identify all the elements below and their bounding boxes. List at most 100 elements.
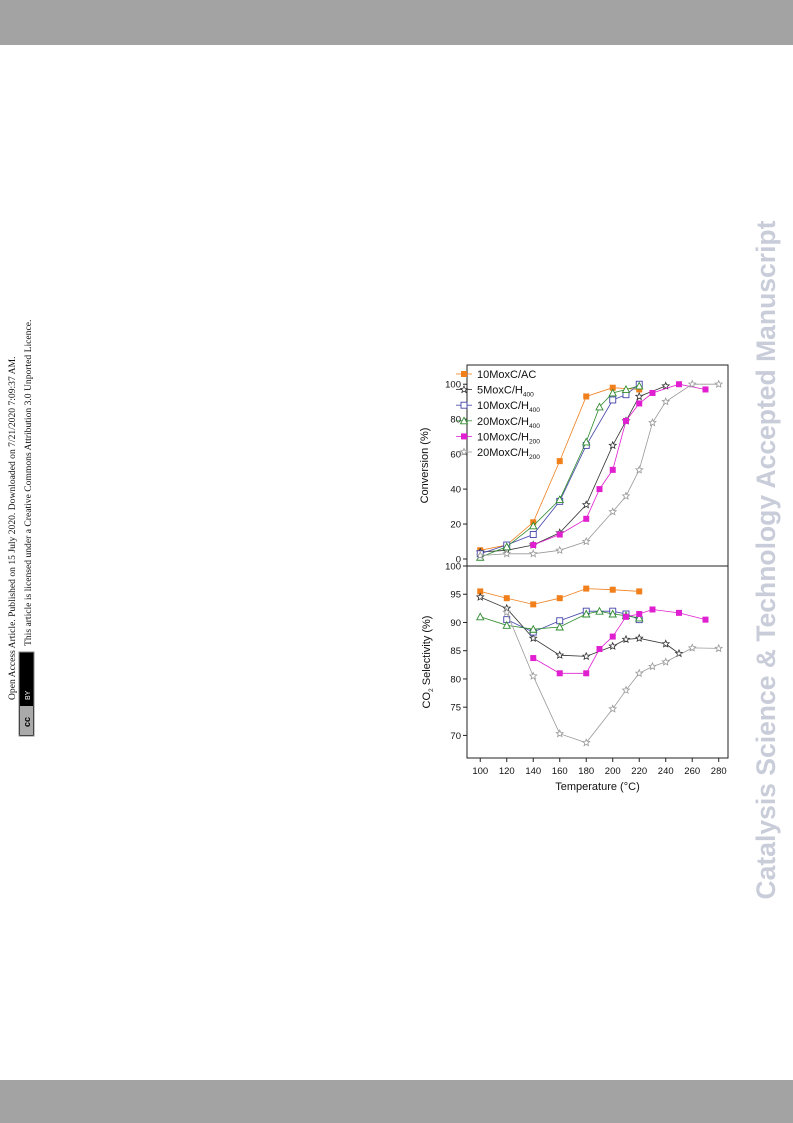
- marker: [622, 417, 629, 424]
- marker: [460, 401, 468, 409]
- marker: [675, 381, 682, 388]
- marker: [528, 549, 538, 558]
- marker: [556, 670, 563, 677]
- x-tick-label: 180: [578, 766, 594, 777]
- marker: [555, 545, 565, 555]
- marker: [714, 643, 724, 653]
- marker: [528, 671, 538, 680]
- x-tick-label: 260: [684, 766, 700, 777]
- legend-label: 10MoxC/AC: [477, 369, 536, 381]
- legend-label: 10MoxC/H200: [477, 431, 540, 445]
- marker: [502, 620, 511, 629]
- badge-by: BY: [25, 690, 32, 700]
- legend-label: 5MoxC/H400: [477, 385, 534, 399]
- marker: [608, 641, 618, 650]
- bottom-bar: [0, 1080, 793, 1123]
- marker: [581, 437, 591, 446]
- series-line: [506, 610, 640, 633]
- marker: [581, 609, 591, 618]
- x-tick-label: 140: [525, 766, 541, 777]
- marker: [477, 588, 484, 595]
- marker: [702, 616, 709, 623]
- marker: [608, 609, 617, 618]
- marker: [687, 643, 697, 652]
- legend-label: 10MoxC/H400: [477, 400, 540, 414]
- marker: [461, 433, 467, 440]
- marker: [530, 655, 537, 662]
- top-bar: [0, 0, 793, 45]
- y-tick-label: 100: [445, 380, 461, 391]
- watermark: Catalysis Science & Technology Accepted …: [751, 220, 781, 899]
- marker: [714, 379, 724, 388]
- marker: [609, 384, 616, 391]
- y-tick-label: 40: [450, 485, 461, 496]
- x-tick-label: 120: [499, 766, 515, 777]
- marker: [528, 624, 538, 633]
- marker: [608, 440, 618, 450]
- marker: [556, 531, 563, 538]
- marker: [661, 639, 671, 648]
- y-tick-label: 60: [450, 450, 461, 461]
- marker: [621, 491, 631, 500]
- marker: [674, 648, 684, 658]
- series-line: [480, 383, 719, 556]
- series-line: [533, 609, 706, 674]
- marker: [459, 447, 469, 456]
- marker: [581, 651, 591, 661]
- marker: [621, 685, 631, 694]
- y-axis-label: CO2 Selectivity (%): [421, 616, 435, 709]
- marker: [648, 418, 657, 427]
- marker: [459, 416, 469, 425]
- marker: [621, 634, 631, 644]
- marker: [636, 588, 643, 595]
- marker: [609, 466, 616, 473]
- series-line: [506, 612, 719, 744]
- marker: [634, 391, 644, 401]
- marker: [661, 397, 671, 406]
- marker: [555, 729, 565, 738]
- marker: [608, 704, 618, 713]
- marker: [530, 542, 537, 549]
- plot-frame: [466, 565, 729, 759]
- marker: [621, 385, 631, 393]
- marker: [583, 515, 590, 522]
- marker: [661, 657, 671, 666]
- y-tick-label: 85: [450, 646, 461, 657]
- marker: [636, 386, 643, 393]
- marker: [583, 393, 590, 400]
- marker: [634, 633, 644, 643]
- marker: [595, 402, 604, 411]
- series-line: [480, 596, 680, 657]
- marker: [661, 381, 671, 390]
- marker: [583, 670, 590, 677]
- x-tick-label: 280: [711, 766, 727, 777]
- access-note: Open Access Article. Published on 15 Jul…: [7, 357, 18, 701]
- marker: [529, 531, 537, 538]
- y-axis-label: Conversion (%): [419, 428, 431, 504]
- badge-cc-area: [20, 706, 33, 735]
- marker: [596, 486, 603, 493]
- series-line: [533, 383, 706, 546]
- marker: [555, 495, 564, 504]
- marker: [636, 400, 643, 407]
- x-tick-label: 220: [631, 766, 647, 777]
- marker: [528, 633, 538, 643]
- marker: [461, 371, 467, 377]
- y-tick-label: 20: [450, 520, 461, 531]
- marker: [702, 386, 709, 393]
- marker: [556, 458, 563, 465]
- y-tick-label: 90: [450, 618, 461, 629]
- marker: [581, 536, 591, 546]
- x-tick-label: 240: [658, 766, 674, 777]
- marker: [608, 507, 618, 516]
- x-axis-label: Temperature (°C): [555, 781, 639, 793]
- marker: [634, 465, 644, 474]
- badge-cc: cc: [22, 717, 32, 727]
- marker: [609, 396, 617, 404]
- marker: [581, 500, 591, 509]
- legend-label: 20MoxC/H400: [477, 416, 540, 430]
- y-tick-label: 0: [456, 555, 461, 566]
- marker: [556, 595, 563, 602]
- marker: [459, 384, 469, 394]
